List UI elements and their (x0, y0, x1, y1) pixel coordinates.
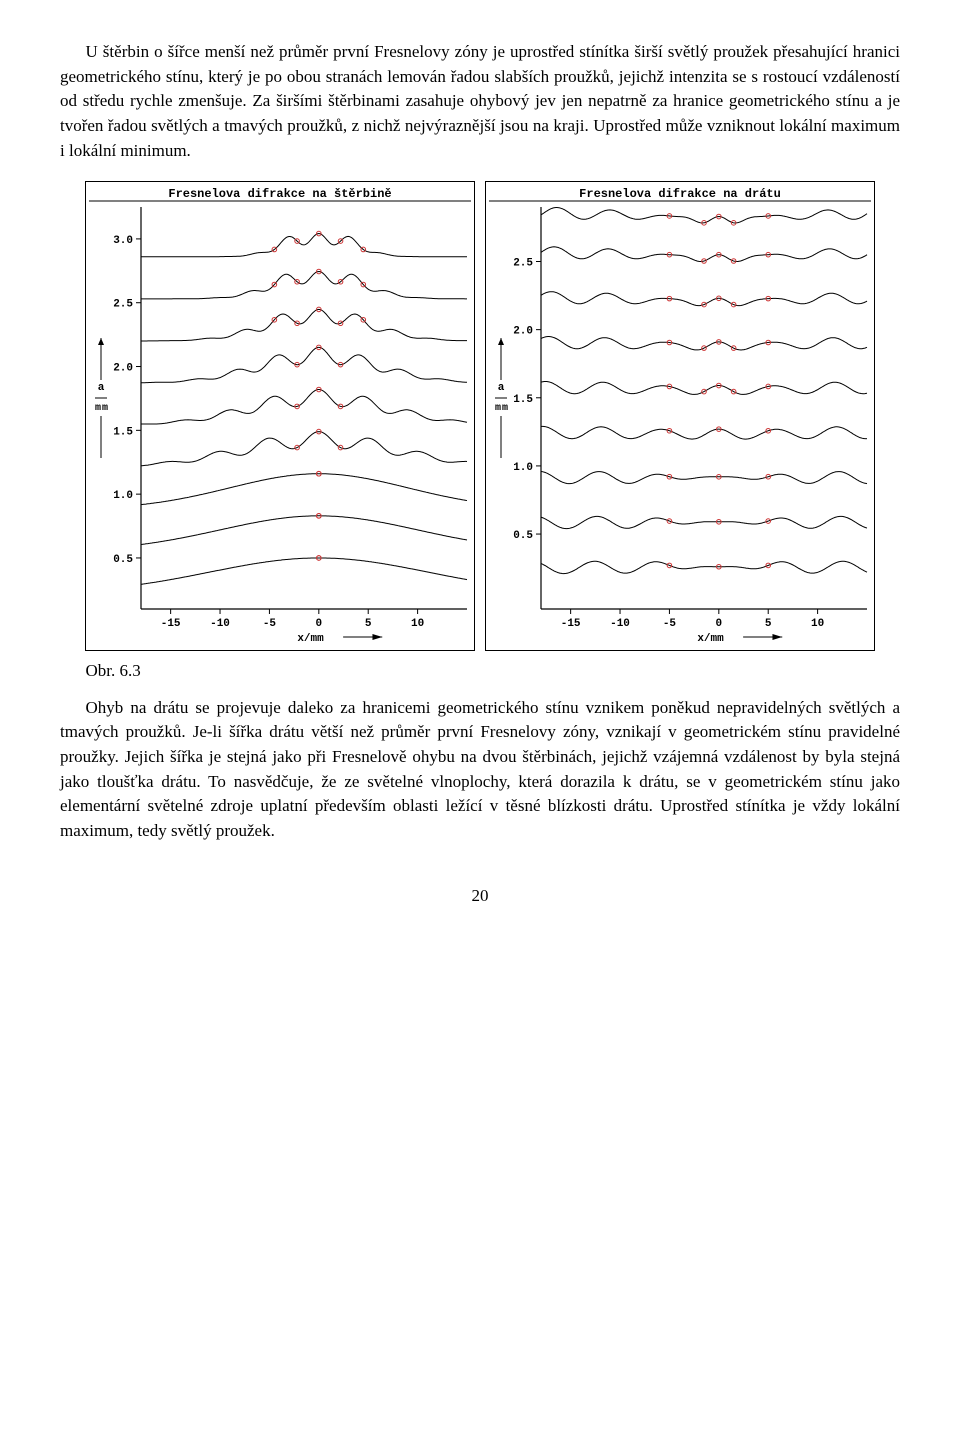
svg-text:1.0: 1.0 (113, 490, 133, 502)
svg-text:x/mm: x/mm (697, 633, 724, 645)
figure-row: Fresnelova difrakce na štěrbině 0.5 1.0 1.5… (60, 181, 900, 651)
svg-text:1.5: 1.5 (513, 394, 533, 406)
svg-text:-10: -10 (610, 618, 630, 630)
svg-text:Fresnelova difrakce na štěrbin: Fresnelova difrakce na štěrbině (168, 187, 391, 201)
svg-text:-10: -10 (210, 618, 230, 630)
svg-text:a: a (98, 382, 105, 394)
svg-text:0: 0 (716, 618, 723, 630)
svg-text:m: m (102, 403, 108, 414)
paragraph-1: U štěrbin o šířce menší než průměr první… (60, 40, 900, 163)
page-number: 20 (60, 884, 900, 909)
svg-text:2.5: 2.5 (513, 258, 533, 270)
svg-text:10: 10 (411, 618, 424, 630)
chart-wire: Fresnelova difrakce na drátu 0.5 1.0 1.5 2.0… (485, 181, 875, 651)
svg-text:2.0: 2.0 (113, 363, 133, 375)
chart-slit: Fresnelova difrakce na štěrbině 0.5 1.0 1.5… (85, 181, 475, 651)
svg-text:0: 0 (316, 618, 323, 630)
svg-text:1.0: 1.0 (513, 462, 533, 474)
figure-caption: Obr. 6.3 (60, 659, 900, 684)
svg-text:3.0: 3.0 (113, 235, 133, 247)
svg-text:-5: -5 (663, 618, 677, 630)
svg-text:10: 10 (811, 618, 824, 630)
svg-text:m: m (495, 403, 501, 414)
svg-text:5: 5 (365, 618, 372, 630)
svg-text:5: 5 (765, 618, 772, 630)
svg-text:m: m (502, 403, 508, 414)
svg-text:-5: -5 (263, 618, 277, 630)
svg-text:0.5: 0.5 (113, 554, 133, 566)
svg-text:-15: -15 (161, 618, 181, 630)
paragraph-2: Ohyb na drátu se projevuje daleko za hra… (60, 696, 900, 844)
svg-text:2.0: 2.0 (513, 326, 533, 338)
svg-text:Fresnelova difrakce na drátu: Fresnelova difrakce na drátu (579, 187, 781, 201)
svg-text:m: m (95, 403, 101, 414)
svg-text:0.5: 0.5 (513, 530, 533, 542)
svg-text:x/mm: x/mm (297, 633, 324, 645)
svg-text:1.5: 1.5 (113, 427, 133, 439)
svg-text:-15: -15 (561, 618, 581, 630)
svg-text:a: a (498, 382, 505, 394)
svg-text:2.5: 2.5 (113, 299, 133, 311)
